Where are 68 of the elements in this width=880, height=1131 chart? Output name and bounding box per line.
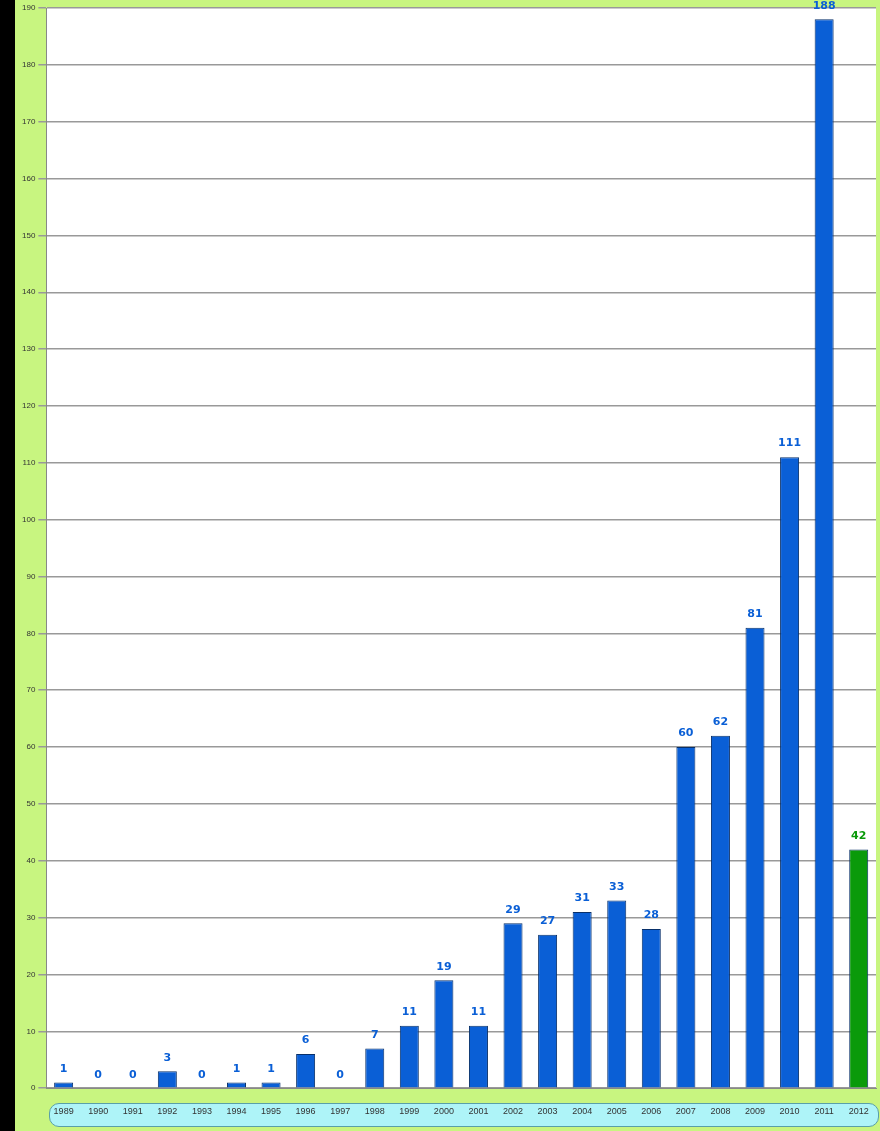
y-tick-label: 90 <box>26 571 36 581</box>
x-tick-label: 2007 <box>675 1106 696 1117</box>
x-tick-label: 2009 <box>744 1106 766 1117</box>
x-tick-label: 2012 <box>848 1106 869 1117</box>
x-tick-label: 2004 <box>572 1106 593 1117</box>
x-tick-label: 1997 <box>330 1106 351 1117</box>
y-tick-label: 150 <box>21 230 36 240</box>
data-label: 111 <box>778 436 802 450</box>
data-label: 19 <box>436 959 452 973</box>
y-tick-label: 130 <box>21 344 36 354</box>
data-label: 3 <box>163 1050 172 1064</box>
data-label: 7 <box>370 1027 379 1041</box>
y-tick-label: 120 <box>21 401 36 411</box>
data-label: 1 <box>232 1061 241 1075</box>
y-tick-label: 50 <box>26 799 36 809</box>
data-label: 0 <box>336 1067 345 1081</box>
x-tick-label: 2008 <box>710 1106 731 1117</box>
data-label: 0 <box>198 1067 207 1081</box>
y-tick-label: 190 <box>21 3 36 13</box>
x-tick-label: 2001 <box>468 1106 489 1117</box>
x-tick-label: 2003 <box>537 1106 558 1117</box>
y-tick-label: 160 <box>21 173 36 183</box>
y-tick-label: 30 <box>26 912 36 922</box>
data-label: 0 <box>94 1067 103 1081</box>
y-tick-label: 0 <box>30 1083 36 1093</box>
data-label: 0 <box>128 1067 137 1081</box>
x-tick-label: 1996 <box>295 1106 316 1117</box>
data-label: 31 <box>574 891 590 905</box>
data-label: 27 <box>539 914 556 928</box>
x-tick-label: 2005 <box>606 1106 627 1117</box>
x-tick-label: 2011 <box>814 1106 834 1117</box>
y-tick-label: 170 <box>21 116 36 126</box>
data-label: 81 <box>747 607 763 621</box>
x-tick-label: 2006 <box>641 1106 662 1117</box>
data-label: 60 <box>678 726 694 740</box>
x-tick-label: 1995 <box>261 1106 282 1117</box>
data-label: 42 <box>851 828 867 842</box>
y-tick-label: 10 <box>26 1026 36 1036</box>
y-tick-label: 60 <box>26 742 36 752</box>
x-tick-label: 2002 <box>503 1106 524 1117</box>
y-tick-label: 80 <box>26 628 36 638</box>
y-tick-label: 40 <box>26 855 36 865</box>
data-label: 11 <box>470 1005 487 1019</box>
x-tick-label: 1992 <box>157 1106 178 1117</box>
y-tick-label: 180 <box>21 60 36 70</box>
data-label: 29 <box>505 902 521 916</box>
data-label: 28 <box>643 908 659 922</box>
x-tick-label: 1999 <box>399 1106 420 1117</box>
x-tick-label: 2000 <box>433 1106 454 1117</box>
data-label: 6 <box>301 1033 310 1047</box>
y-tick-label: 140 <box>21 287 36 297</box>
y-tick-label: 20 <box>26 969 36 979</box>
y-tick-label: 100 <box>21 514 36 524</box>
data-label: 1 <box>267 1061 275 1075</box>
x-tick-label: 2010 <box>779 1106 800 1117</box>
data-label: 62 <box>712 715 729 729</box>
x-tick-label: 1994 <box>226 1106 247 1117</box>
x-tick-label: 1993 <box>191 1106 212 1117</box>
y-tick-label: 110 <box>22 458 36 468</box>
data-label: 1 <box>59 1061 68 1075</box>
x-tick-label: 1990 <box>88 1106 109 1117</box>
data-label: 188 <box>812 0 836 12</box>
y-tick-label: 70 <box>26 685 36 695</box>
data-label: 33 <box>609 879 625 893</box>
x-tick-label: 1998 <box>364 1106 385 1117</box>
x-tick-label: 1991 <box>122 1106 143 1117</box>
data-label: 11 <box>401 1005 417 1019</box>
x-tick-label: 1989 <box>53 1106 74 1117</box>
